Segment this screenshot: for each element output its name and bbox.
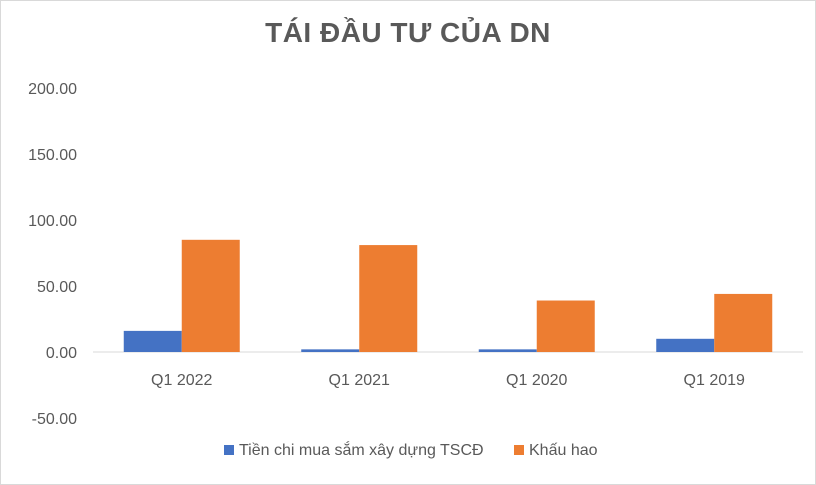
y-tick-label: 100.00 [28, 213, 77, 230]
x-tick-label: Q1 2021 [329, 372, 390, 389]
bar-khau-hao [359, 245, 418, 352]
bar-tien-chi [123, 330, 182, 352]
y-tick-label: 150.00 [28, 147, 77, 164]
bar-khau-hao [181, 239, 240, 352]
y-tick-label: 200.00 [28, 81, 77, 98]
legend-swatch [514, 445, 524, 455]
bar-tien-chi [301, 349, 360, 352]
bar-khau-hao [536, 300, 595, 352]
bar-tien-chi [478, 349, 537, 352]
chart-title: TÁI ĐẦU TƯ CỦA DN [265, 17, 551, 48]
x-tick-label: Q1 2020 [506, 372, 567, 389]
x-tick-label: Q1 2019 [684, 372, 745, 389]
y-tick-label: -50.00 [32, 411, 77, 428]
y-tick-label: 50.00 [37, 279, 77, 296]
y-tick-label: 0.00 [46, 345, 77, 362]
legend-swatch [224, 445, 234, 455]
bar-khau-hao [714, 293, 773, 352]
legend-label: Tiền chi mua sắm xây dựng TSCĐ [239, 440, 484, 459]
bar-tien-chi [656, 338, 715, 352]
x-tick-label: Q1 2022 [151, 372, 212, 389]
legend-label: Khấu hao [529, 442, 598, 459]
